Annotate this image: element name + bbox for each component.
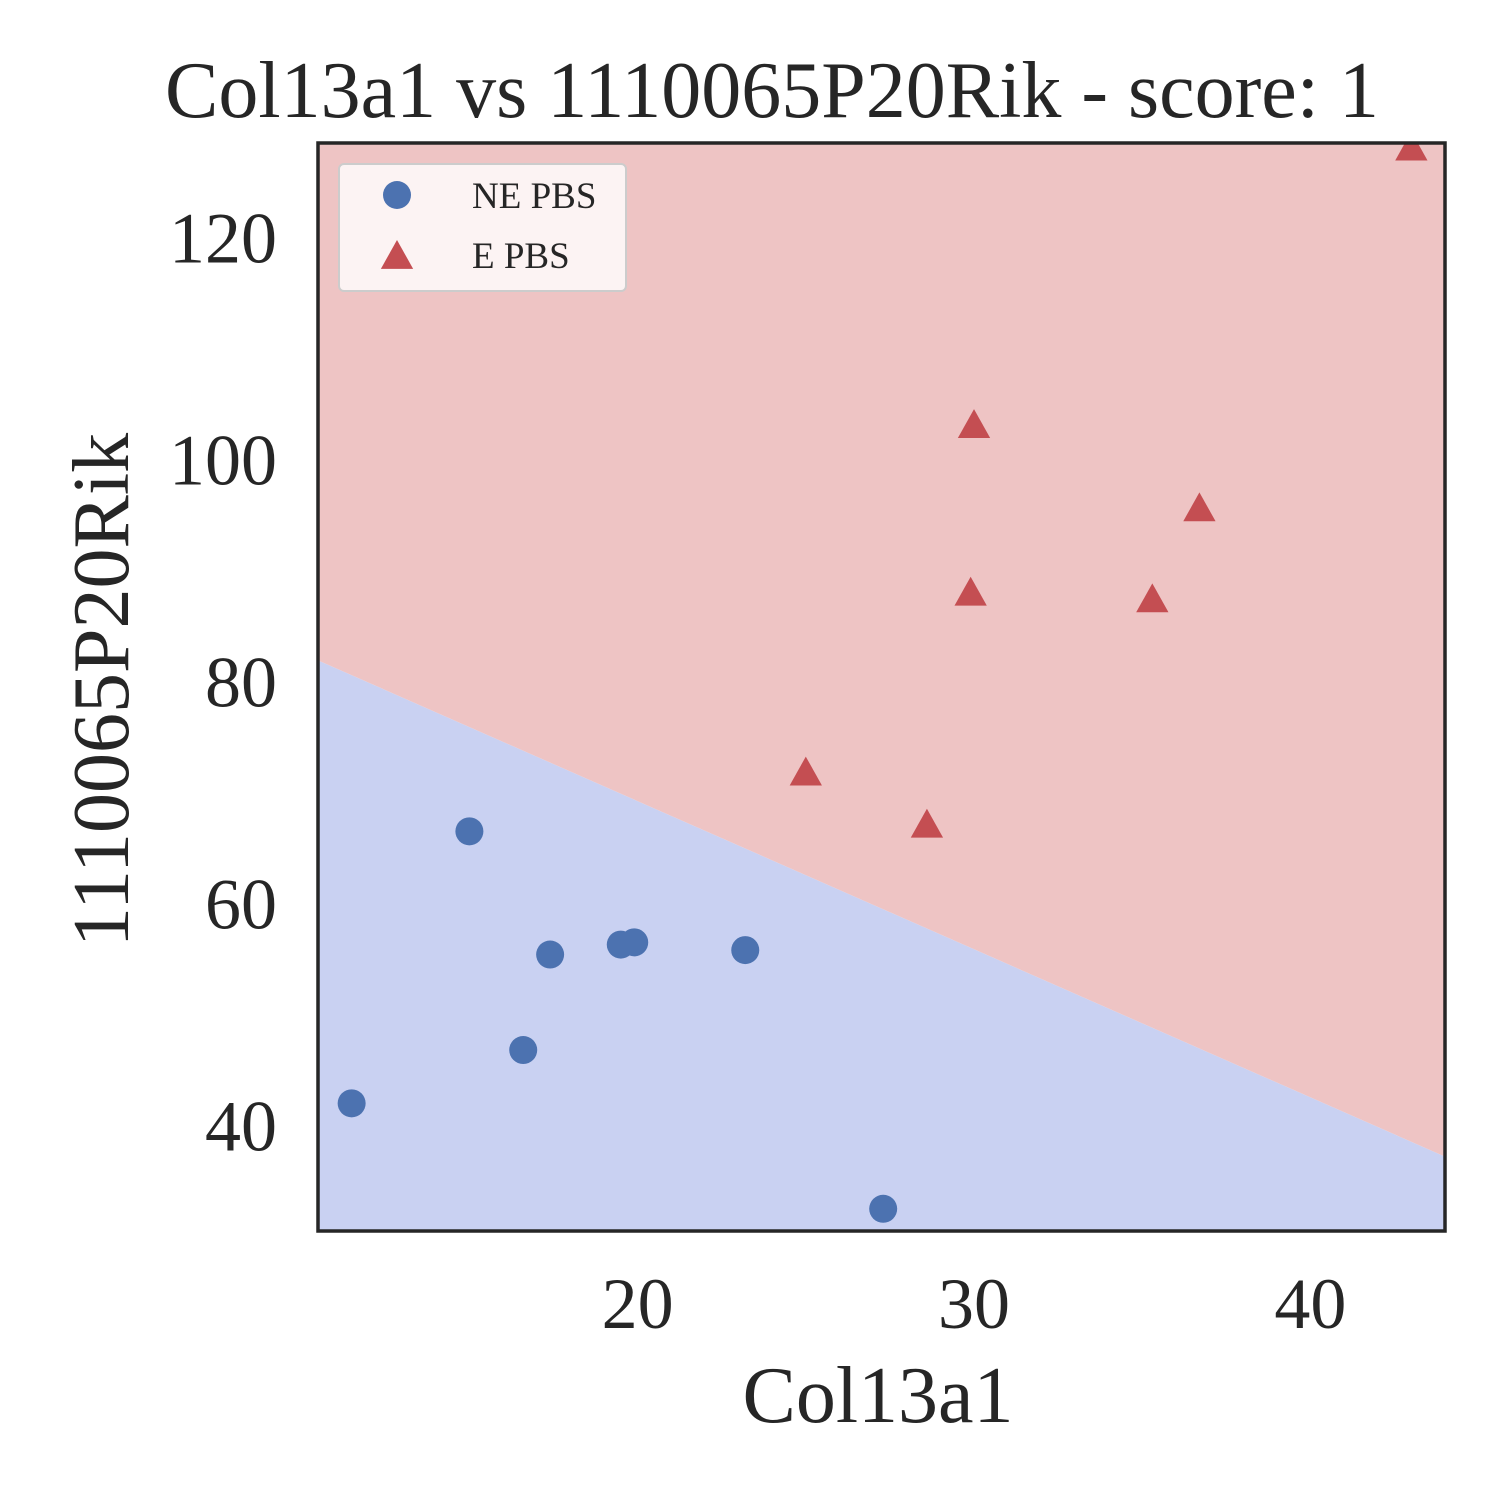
legend-marker bbox=[380, 240, 414, 269]
decision-region-ne-pbs bbox=[318, 660, 1445, 1231]
plot-area bbox=[318, 143, 1445, 1231]
y-tick-label: 60 bbox=[205, 864, 277, 944]
legend-label: NE PBS bbox=[472, 176, 596, 217]
data-points bbox=[337, 143, 1428, 1223]
legend: NE PBS E PBS bbox=[338, 163, 627, 292]
ne-pbs-point bbox=[620, 928, 649, 957]
x-tick-label: 30 bbox=[938, 1264, 1010, 1344]
plot-frame bbox=[316, 141, 1447, 1233]
e-pbs-point bbox=[954, 576, 987, 606]
legend-label: E PBS bbox=[472, 236, 570, 277]
decision-region-e-pbs bbox=[318, 143, 1445, 1157]
e-pbs-point bbox=[957, 409, 991, 439]
e-pbs-point bbox=[1395, 143, 1428, 161]
y-tick-label: 40 bbox=[205, 1087, 277, 1167]
ne-pbs-point bbox=[455, 817, 484, 846]
ne-pbs-point bbox=[337, 1089, 366, 1118]
y-tick-label: 100 bbox=[169, 420, 277, 500]
legend-entries: NE PBS E PBS bbox=[380, 176, 596, 277]
x-tick-label: 40 bbox=[1274, 1264, 1346, 1344]
e-pbs-point bbox=[789, 756, 822, 786]
chart-title: Col13a1 vs 1110065P20Rik - score: 1 bbox=[165, 47, 1379, 135]
y-tick-label: 120 bbox=[169, 198, 277, 278]
x-tick-label: 20 bbox=[602, 1264, 674, 1344]
y-tick-label: 80 bbox=[205, 642, 277, 722]
x-axis-ticks: 20 30 40 bbox=[602, 1264, 1347, 1344]
ne-pbs-point bbox=[731, 936, 760, 965]
ne-pbs-point bbox=[509, 1036, 538, 1065]
e-pbs-point bbox=[1183, 492, 1216, 522]
y-axis-label: 1110065P20Rik bbox=[58, 433, 146, 947]
ne-pbs-point bbox=[869, 1194, 898, 1223]
e-pbs-point bbox=[910, 808, 944, 838]
e-pbs-point bbox=[1136, 583, 1169, 613]
y-axis-ticks: 40 60 80 100 120 bbox=[169, 198, 277, 1166]
x-axis-label: Col13a1 bbox=[742, 1352, 1013, 1440]
legend-marker bbox=[383, 181, 411, 209]
ne-pbs-point bbox=[536, 940, 565, 969]
